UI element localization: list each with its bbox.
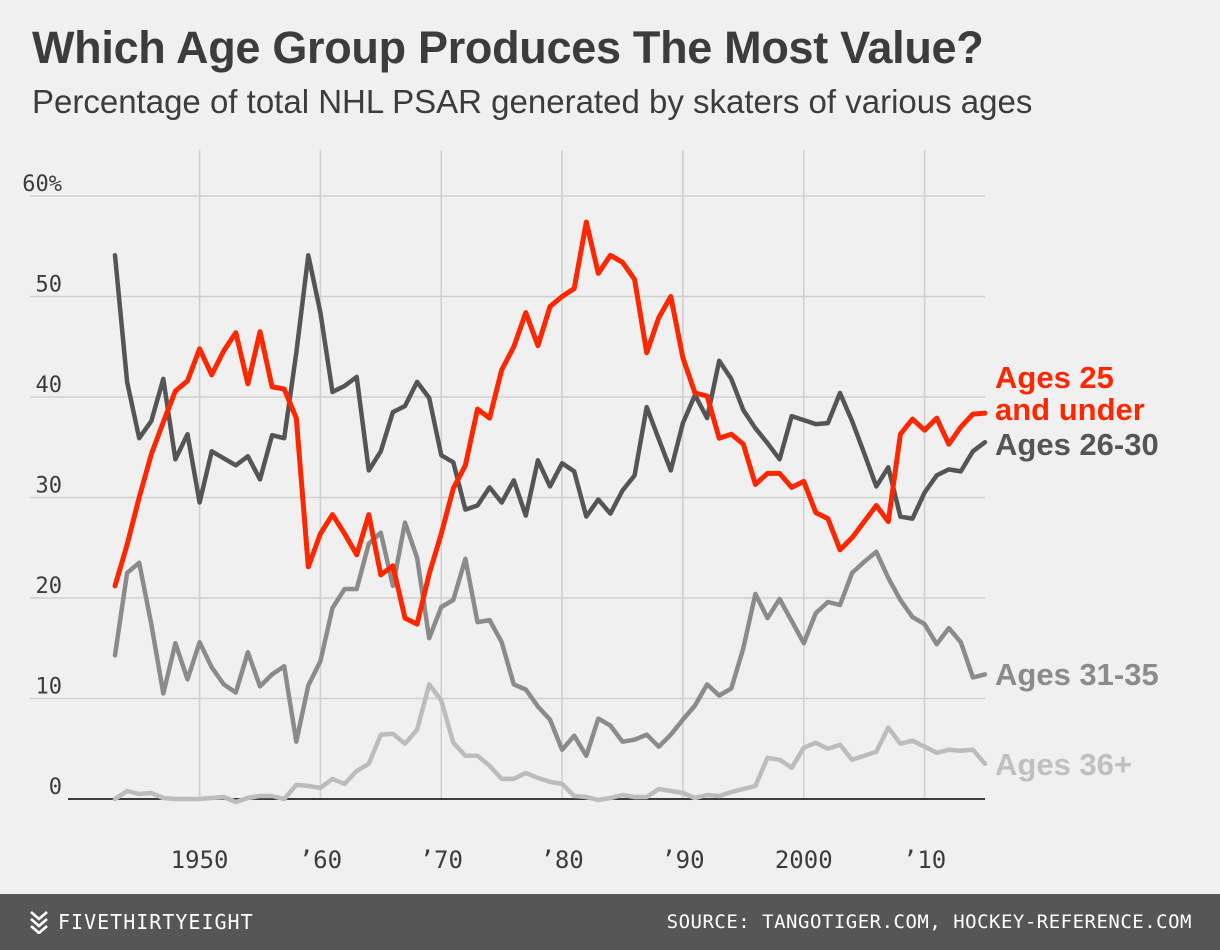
x-tick-label: ’10 (903, 846, 946, 874)
y-tick-label: 30 (36, 474, 63, 499)
y-tick-label: 60% (22, 172, 62, 197)
y-tick-label: 20 (36, 574, 63, 599)
y-tick-label: 50 (36, 273, 63, 298)
chart-title: Which Age Group Produces The Most Value? (32, 22, 984, 73)
x-axis: 1950 ’60 ’70 ’80 ’90 2000 ’10 (171, 846, 947, 874)
series-line-ages-31-35 (112, 520, 988, 759)
footer-bar: FIVETHIRTYEIGHT SOURCE: TANGOTIGER.COM, … (0, 894, 1220, 950)
series-label: Ages 36+ (995, 747, 1132, 782)
brand-logo: FIVETHIRTYEIGHT (30, 908, 254, 936)
x-tick-label: ’70 (420, 846, 463, 874)
series-label: Ages 26-30 (995, 427, 1159, 462)
x-tick-label: ’80 (540, 846, 583, 874)
x-tick-label: 2000 (775, 846, 833, 874)
series-line-ages-36- (112, 682, 988, 805)
chart-grid (30, 150, 985, 800)
chart-series (112, 219, 988, 805)
x-tick-label: ’60 (299, 846, 342, 874)
line-chart: 0 10 20 30 40 50 60% 1950 ’60 ’70 ’80 ’90 2000 ’10 A… (22, 150, 1159, 874)
brand-name: FIVETHIRTYEIGHT (58, 910, 254, 934)
series-label: Ages 25 (995, 360, 1114, 395)
series-line-ages-25-and-under (112, 219, 988, 627)
series-label: Ages 31-35 (995, 657, 1159, 692)
y-tick-label: 0 (49, 775, 62, 800)
y-tick-label: 40 (36, 373, 63, 398)
y-axis: 0 10 20 30 40 50 60% (22, 172, 62, 800)
series-label: and under (995, 392, 1145, 427)
source-credit: SOURCE: TANGOTIGER.COM, HOCKEY-REFERENCE… (666, 911, 1192, 933)
series-line-ages-26-30 (112, 253, 988, 521)
chart-subtitle: Percentage of total NHL PSAR generated b… (32, 83, 1033, 120)
x-tick-label: ’90 (661, 846, 704, 874)
y-tick-label: 10 (36, 675, 63, 700)
fivethirtyeight-logo-icon (30, 911, 48, 934)
x-tick-label: 1950 (171, 846, 229, 874)
